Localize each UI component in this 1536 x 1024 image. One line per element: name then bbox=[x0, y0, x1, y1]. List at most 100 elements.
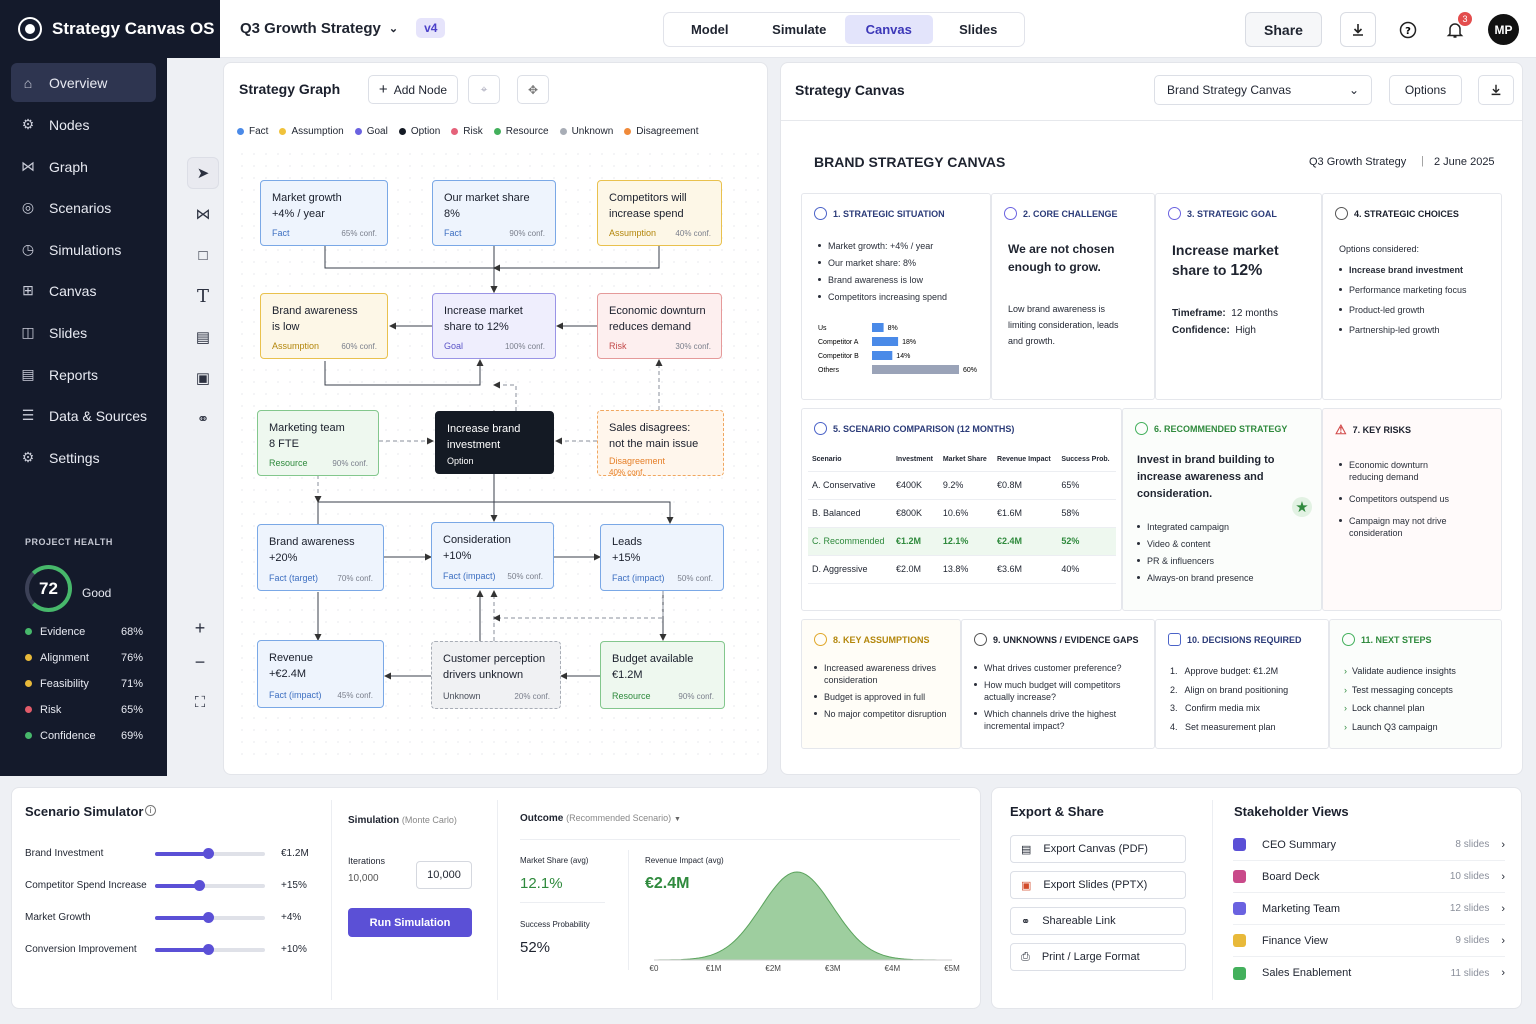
fit-screen-icon[interactable]: ⛶ bbox=[194, 693, 206, 711]
canvas-section-strategic-goal[interactable]: 3. STRATEGIC GOAL Increase market share … bbox=[1155, 193, 1322, 400]
frame-tool-icon[interactable]: ▣ bbox=[195, 370, 211, 387]
group-tool-icon[interactable]: □ bbox=[198, 246, 208, 264]
export-slides-pptx-button[interactable]: ▣ Export Slides (PPTX) bbox=[1010, 871, 1186, 899]
stakeholder-view-sales[interactable]: Sales Enablement 11 slides › bbox=[1233, 957, 1505, 989]
brand-investment-slider[interactable] bbox=[155, 848, 265, 859]
sidebar-item-nodes[interactable]: ⚙ Nodes bbox=[11, 105, 156, 144]
download-icon[interactable] bbox=[1478, 75, 1514, 105]
canvas-section-recommended-strategy[interactable]: 6. RECOMMENDED STRATEGY Invest in brand … bbox=[1122, 408, 1322, 611]
connect-tool-icon[interactable]: ⋈ bbox=[195, 206, 211, 223]
run-simulation-button[interactable]: Run Simulation bbox=[348, 908, 472, 937]
zoom-out-icon[interactable]: − bbox=[194, 651, 206, 672]
sidebar-item-graph[interactable]: ⋈ Graph bbox=[11, 147, 156, 186]
tab-canvas[interactable]: Canvas bbox=[845, 15, 933, 44]
stakeholder-view-finance[interactable]: Finance View 9 slides › bbox=[1233, 925, 1505, 957]
bar-value: 18% bbox=[902, 339, 916, 346]
graph-node-increase-brand-investment[interactable]: Increase brand investment Option bbox=[435, 411, 554, 474]
competitor-spend-slider[interactable] bbox=[155, 880, 265, 891]
canvas-section-decisions[interactable]: 10. DECISIONS REQUIRED 1. Approve budget… bbox=[1155, 619, 1329, 749]
graph-node-goal-market-share[interactable]: Increase market share to 12% Goal 100% conf… bbox=[432, 293, 556, 359]
export-canvas-pdf-button[interactable]: ▤ Export Canvas (PDF) bbox=[1010, 835, 1186, 863]
table-row-recommended[interactable]: C. Recommended €1.2M 12.1% €2.4M 52% bbox=[808, 527, 1116, 555]
link-tool-icon[interactable]: ⚭ bbox=[196, 411, 210, 428]
info-icon[interactable]: i bbox=[145, 805, 156, 816]
slider-handle[interactable] bbox=[202, 848, 214, 859]
canvas-section-core-challenge[interactable]: 2. CORE CHALLENGE We are not chosen enou… bbox=[991, 193, 1155, 400]
x-tick-label: €4M bbox=[885, 964, 901, 973]
sidebar-item-scenarios[interactable]: ◎ Scenarios bbox=[11, 188, 156, 227]
section-title-text: 5. SCENARIO COMPARISON (12 MONTHS) bbox=[833, 423, 1015, 434]
pointer-tool-icon[interactable]: ➤ bbox=[187, 157, 219, 189]
canvas-section-scenario-comparison[interactable]: 5. SCENARIO COMPARISON (12 MONTHS) Scena… bbox=[801, 408, 1122, 611]
graph-node-competitors-spend[interactable]: Competitors will increase spend Assumption… bbox=[597, 180, 722, 246]
avatar[interactable]: MP bbox=[1488, 14, 1519, 45]
sidebar-item-data-sources[interactable]: ☰ Data & Sources bbox=[11, 396, 156, 435]
graph-node-economic-downturn[interactable]: Economic downturn reduces demand Risk 30% c… bbox=[597, 293, 722, 359]
canvas-select-value: Brand Strategy Canvas bbox=[1167, 83, 1292, 97]
canvas-section-key-assumptions[interactable]: 8. KEY ASSUMPTIONS Increased awareness d… bbox=[801, 619, 961, 749]
graph-node-market-share[interactable]: Our market share 8% Fact 90% conf. bbox=[432, 180, 556, 246]
table-row[interactable]: A. Conservative €400K 9.2% €0.8M 65% bbox=[808, 471, 1116, 499]
sidebar-item-reports[interactable]: ▤ Reports bbox=[11, 355, 156, 394]
help-icon[interactable]: ? bbox=[1390, 12, 1426, 47]
canvas-section-situation[interactable]: 1. STRATEGIC SITUATION Market growth: +4… bbox=[801, 193, 991, 400]
sidebar-item-simulations[interactable]: ◷ Simulations bbox=[11, 230, 156, 269]
print-button[interactable]: ⎙ Print / Large Format bbox=[1010, 943, 1186, 971]
legend-dot bbox=[624, 128, 632, 135]
tab-simulate[interactable]: Simulate bbox=[772, 22, 827, 37]
fit-view-icon[interactable]: ✥ bbox=[517, 75, 549, 104]
slider-handle[interactable] bbox=[202, 944, 214, 955]
options-button[interactable]: Options bbox=[1389, 75, 1462, 105]
zoom-in-icon[interactable]: + bbox=[194, 617, 206, 638]
download-icon[interactable] bbox=[1340, 12, 1376, 47]
sidebar-item-overview[interactable]: ⌂ Overview bbox=[11, 63, 156, 102]
slider-handle[interactable] bbox=[194, 880, 205, 891]
graph-node-sales-disagrees[interactable]: Sales disagrees: not the main issue Disagr… bbox=[597, 410, 724, 477]
question-icon bbox=[974, 633, 987, 646]
graph-node-brand-awareness-low[interactable]: Brand awareness is low Assumption 60% conf. bbox=[260, 293, 388, 359]
situation-bullets: Market growth: +4% / year Our market sha… bbox=[818, 240, 947, 308]
share-button[interactable]: Share bbox=[1245, 12, 1322, 47]
node-value: investment bbox=[447, 439, 501, 451]
graph-node-customer-perception[interactable]: Customer perception drivers unknown Unknow… bbox=[431, 641, 561, 709]
graph-node-marketing-team[interactable]: Marketing team 8 FTE Resource 90% conf. bbox=[257, 410, 379, 476]
list-item: Video & content bbox=[1137, 538, 1254, 550]
sidebar-item-canvas[interactable]: ⊞ Canvas bbox=[11, 271, 156, 310]
sidebar-item-settings[interactable]: ⚙ Settings bbox=[11, 438, 156, 477]
canvas-section-next-steps[interactable]: 11. NEXT STEPS › Validate audience insig… bbox=[1329, 619, 1502, 749]
slider-handle[interactable] bbox=[202, 912, 214, 923]
section-title: 10. DECISIONS REQUIRED bbox=[1168, 633, 1302, 646]
app-brand[interactable]: Strategy Canvas OS bbox=[0, 0, 220, 58]
canvas-section-strategic-choices[interactable]: 4. STRATEGIC CHOICES Options considered:… bbox=[1322, 193, 1502, 400]
graph-node-brand-awareness-target[interactable]: Brand awareness +20% Fact (target) 70% conf… bbox=[257, 524, 384, 591]
market-growth-slider[interactable] bbox=[155, 912, 265, 923]
tab-model[interactable]: Model bbox=[690, 22, 729, 37]
canvas-section-key-risks[interactable]: ⚠ 7. KEY RISKS Economic downturn reducing… bbox=[1322, 408, 1502, 611]
stakeholder-view-board[interactable]: Board Deck 10 slides › bbox=[1233, 861, 1505, 893]
outcome-title[interactable]: Outcome (Recommended Scenario) ▼ bbox=[520, 813, 681, 824]
canvas-section-unknowns[interactable]: 9. UNKNOWNS / EVIDENCE GAPS What drives … bbox=[961, 619, 1155, 749]
text-tool-icon[interactable]: T bbox=[196, 285, 209, 307]
bell-icon[interactable] bbox=[1437, 12, 1473, 47]
graph-node-consideration[interactable]: Consideration +10% Fact (impact) 50% conf. bbox=[431, 522, 554, 589]
project-selector[interactable]: Q3 Growth Strategy ⌄ v4 bbox=[240, 18, 446, 38]
sidebar-item-slides[interactable]: ◫ Slides bbox=[11, 313, 156, 352]
canvas-select[interactable]: Brand Strategy Canvas ⌄ bbox=[1154, 75, 1372, 105]
auto-layout-icon[interactable]: ⌖ bbox=[468, 75, 500, 104]
graph-node-budget-available[interactable]: Budget available €1.2M Resource 90% conf. bbox=[600, 641, 725, 709]
graph-node-leads[interactable]: Leads +15% Fact (impact) 50% conf. bbox=[600, 524, 724, 591]
add-node-button[interactable]: + Add Node bbox=[368, 75, 458, 104]
conversion-slider[interactable] bbox=[155, 944, 265, 955]
table-row[interactable]: B. Balanced €800K 10.6% €1.6M 58% bbox=[808, 499, 1116, 527]
stakeholder-view-marketing[interactable]: Marketing Team 12 slides › bbox=[1233, 893, 1505, 925]
tab-slides[interactable]: Slides bbox=[959, 22, 998, 37]
stakeholder-view-ceo[interactable]: CEO Summary 8 slides › bbox=[1233, 829, 1505, 861]
graph-node-market-growth[interactable]: Market growth +4% / year Fact 65% conf. bbox=[260, 180, 388, 246]
node-type: Goal bbox=[444, 341, 464, 351]
iterations-input[interactable]: 10,000 bbox=[416, 861, 472, 889]
note-tool-icon[interactable]: ▤ bbox=[195, 329, 211, 346]
section-title: 11. NEXT STEPS bbox=[1342, 633, 1432, 646]
table-row[interactable]: D. Aggressive €2.0M 13.8% €3.6M 40% bbox=[808, 555, 1116, 583]
graph-node-revenue[interactable]: Revenue +€2.4M Fact (impact) 45% conf. bbox=[257, 640, 384, 708]
shareable-link-button[interactable]: ⚭ Shareable Link bbox=[1010, 907, 1186, 935]
